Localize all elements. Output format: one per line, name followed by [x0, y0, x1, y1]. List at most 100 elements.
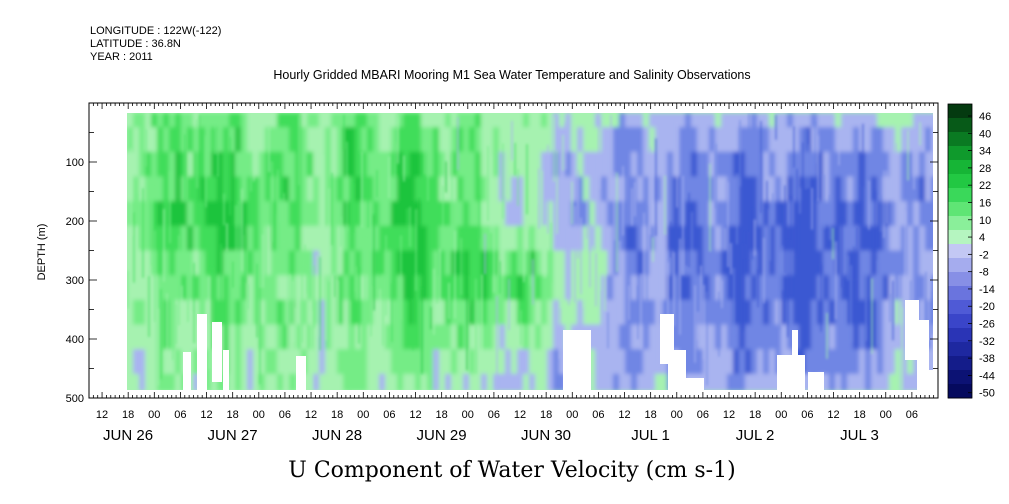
heat-cell	[217, 113, 224, 129]
heat-streak	[694, 285, 696, 363]
heat-cell	[193, 373, 200, 390]
heat-cell	[409, 275, 416, 301]
heat-cell	[529, 151, 536, 178]
heat-streak	[904, 211, 906, 297]
heat-cell	[595, 299, 602, 326]
heat-cell	[499, 373, 506, 390]
y-tick-label: 300	[66, 275, 84, 287]
heat-cell	[751, 250, 758, 277]
x-day-label: JUN 29	[417, 427, 467, 444]
heat-cell	[475, 113, 482, 129]
heat-cell	[451, 113, 458, 129]
heat-cell	[823, 127, 830, 153]
heat-cell	[379, 349, 386, 375]
heat-streak	[448, 282, 450, 320]
heat-cell	[895, 373, 902, 390]
heat-cell	[343, 373, 350, 390]
heat-cell	[277, 151, 284, 178]
heat-cell	[259, 349, 266, 375]
heat-cell	[667, 127, 674, 153]
heat-cell	[157, 151, 164, 178]
heat-cell	[607, 324, 614, 351]
heat-cell	[697, 349, 704, 375]
heat-cell	[835, 250, 842, 277]
heat-cell	[571, 113, 578, 129]
heat-cell	[757, 275, 764, 301]
heat-streak	[517, 168, 519, 206]
heat-cell	[127, 349, 134, 375]
heat-cell	[157, 250, 164, 277]
heat-cell	[511, 373, 518, 390]
heat-cell	[889, 127, 896, 153]
heat-cell	[505, 373, 512, 390]
heat-cell	[373, 373, 380, 390]
heat-cell	[841, 349, 848, 375]
heat-streak	[160, 289, 162, 380]
heat-cell	[847, 127, 854, 153]
colorbar-swatch	[948, 384, 972, 399]
heat-cell	[715, 113, 722, 129]
heat-cell	[607, 201, 614, 227]
heat-cell	[523, 349, 530, 375]
heat-cell	[685, 349, 692, 375]
heat-streak	[478, 195, 480, 239]
heat-cell	[397, 201, 404, 227]
heat-cell	[445, 127, 452, 153]
heat-cell	[355, 127, 362, 153]
heat-cell	[187, 113, 194, 129]
heat-cell	[151, 349, 158, 375]
heat-cell	[391, 250, 398, 277]
heat-cell	[427, 349, 434, 375]
heat-cell	[811, 113, 818, 129]
heat-streak	[151, 187, 153, 266]
heat-cell	[217, 176, 224, 203]
heat-cell	[421, 324, 428, 351]
heat-cell	[913, 349, 920, 375]
x-hour-label: 00	[462, 409, 474, 421]
heat-cell	[673, 225, 680, 252]
heat-cell	[805, 201, 812, 227]
heat-streak	[238, 200, 240, 286]
heat-streak	[130, 147, 132, 236]
heat-cell	[919, 151, 926, 178]
heat-cell	[829, 349, 836, 375]
heat-cell	[319, 324, 326, 351]
heat-cell	[841, 151, 848, 178]
heat-cell	[361, 373, 368, 390]
heat-cell	[247, 201, 254, 227]
heat-cell	[559, 373, 566, 390]
heat-cell	[715, 151, 722, 178]
heat-cell	[541, 373, 548, 390]
heat-streak	[895, 143, 897, 202]
heat-streak	[367, 180, 369, 228]
heat-cell	[229, 299, 236, 326]
heat-cell	[415, 349, 422, 375]
heat-cell	[703, 151, 710, 178]
heat-cell	[883, 349, 890, 375]
heat-cell	[337, 324, 344, 351]
heat-cell	[655, 113, 662, 129]
heat-cell	[577, 113, 584, 129]
missing-data	[183, 352, 191, 390]
heat-streak	[373, 214, 375, 311]
heat-cell	[157, 225, 164, 252]
heat-streak	[700, 265, 702, 335]
heat-cell	[457, 201, 464, 227]
heat-cell	[721, 299, 728, 326]
heat-cell	[847, 349, 854, 375]
heat-streak	[439, 248, 441, 302]
heat-cell	[901, 127, 908, 153]
heat-cell	[157, 373, 164, 390]
heat-streak	[295, 307, 297, 390]
heat-cell	[331, 176, 338, 203]
heat-cell	[721, 176, 728, 203]
heat-cell	[205, 176, 212, 203]
heat-streak	[577, 170, 579, 259]
heat-cell	[433, 201, 440, 227]
heat-cell	[775, 201, 782, 227]
heat-cell	[631, 127, 638, 153]
heat-cell	[871, 176, 878, 203]
heat-cell	[925, 113, 932, 129]
colorbar-label: 40	[979, 128, 991, 140]
heat-streak	[340, 216, 342, 247]
